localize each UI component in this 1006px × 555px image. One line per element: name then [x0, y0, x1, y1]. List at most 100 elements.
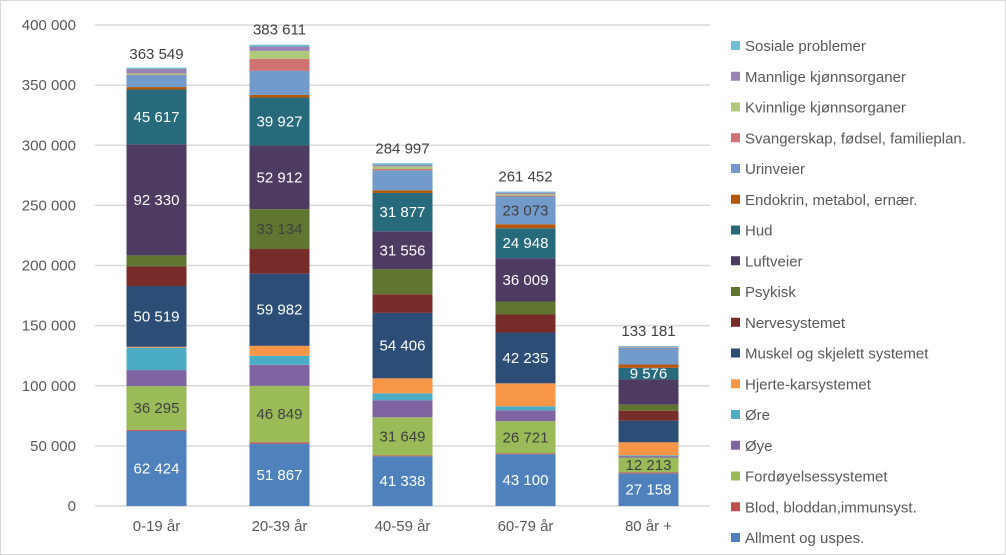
bar-segment: [618, 347, 679, 349]
legend-swatch: [731, 348, 740, 358]
x-tick-label: 40-59 år: [375, 518, 431, 535]
bar-segment: [495, 454, 556, 506]
legend-label: Mannlige kjønnsorganer: [745, 69, 906, 86]
legend-item: Blod, bloddan,immunsyst.: [731, 499, 917, 516]
bar-segment: [495, 191, 556, 193]
total-label: 284 997: [375, 140, 429, 157]
bar-segment: [126, 73, 187, 75]
legend-label: Urinveier: [745, 161, 805, 178]
data-label: 33 134: [257, 221, 303, 238]
bar-segment: [126, 347, 187, 371]
data-label: 42 235: [503, 350, 549, 367]
bar-segment: [249, 273, 310, 346]
total-label: 383 611: [253, 22, 306, 39]
data-label: 59 982: [257, 302, 303, 319]
x-tick-label: 20-39 år: [252, 518, 308, 535]
y-tick-label: 400 000: [22, 17, 76, 34]
legend-item: Allment og uspes.: [731, 530, 864, 547]
legend-item: Nervesystemet: [731, 315, 846, 332]
data-label: 23 073: [503, 202, 549, 219]
data-label: 31 877: [380, 204, 426, 221]
x-tick-label: 80 år +: [625, 518, 672, 535]
data-label: 31 556: [380, 242, 426, 259]
bars: 62 424 36 295 50 519 92 330 45 617 363 549 51 …: [126, 22, 679, 506]
bar-segment: [126, 370, 187, 387]
bar-segment: [618, 456, 679, 458]
legend-item: Psykisk: [731, 284, 796, 301]
bar-segment: [372, 312, 433, 379]
bar-segment: [495, 314, 556, 333]
legend-label: Hud: [745, 223, 773, 240]
legend-label: Kvinnlige kjønnsorganer: [745, 100, 906, 117]
bar-segment: [372, 456, 433, 506]
legend-item: Øre: [731, 407, 770, 424]
bar-segment: [372, 170, 433, 191]
bar-segment: [618, 364, 679, 368]
bar-segment: [495, 196, 556, 225]
bar-segment: [618, 420, 679, 443]
legend-swatch: [731, 287, 740, 296]
bar-segment: [618, 473, 679, 506]
data-label: 27 158: [626, 482, 672, 499]
bar-segment: [249, 44, 310, 47]
legend-item: Luftveier: [731, 253, 803, 270]
y-tick-label: 100 000: [22, 378, 76, 395]
bar-segment: [618, 442, 679, 456]
legend-label: Endokrin, metabol, ernær.: [745, 192, 918, 209]
bar-segment: [372, 231, 433, 270]
y-tick-label: 150 000: [22, 318, 76, 335]
bar-segment: [126, 144, 187, 256]
legend-label: Psykisk: [745, 284, 796, 301]
bar-segment: [249, 385, 310, 443]
legend-swatch: [731, 71, 740, 81]
bar-segment: [372, 163, 433, 166]
legend-swatch: [731, 379, 740, 389]
bar-segment: [249, 249, 310, 274]
data-label: 41 338: [380, 473, 426, 490]
data-label: 62 424: [134, 460, 180, 477]
legend: Sosiale problemer Mannlige kjønnsorganer K…: [731, 38, 966, 547]
bar-segment: [495, 410, 556, 422]
bar-segment: [249, 50, 310, 59]
y-axis: 0 50 000 100 000 150 000 200 000 250 000 300 0…: [22, 17, 76, 515]
y-tick-label: 300 000: [22, 137, 76, 154]
legend-swatch: [731, 471, 740, 481]
legend-swatch: [731, 194, 740, 204]
data-label: 12 213: [626, 457, 672, 474]
bar-segment: [249, 345, 310, 356]
legend-item: Fordøyelsessystemet: [731, 469, 888, 486]
y-tick-label: 350 000: [22, 77, 76, 94]
data-label: 52 912: [257, 169, 303, 186]
bar-segment: [249, 442, 310, 444]
bar-segment: [618, 410, 679, 421]
bar-segment: [372, 400, 433, 418]
total-label: 133 181: [621, 323, 675, 340]
legend-swatch: [731, 317, 740, 327]
bar-segment: [372, 190, 433, 193]
bar-segment: [618, 347, 679, 365]
legend-item: Urinveier: [731, 161, 805, 178]
legend-item: Endokrin, metabol, ernær.: [731, 192, 918, 209]
bar-segment: [618, 379, 679, 405]
legend-item: Øye: [731, 438, 773, 455]
legend-swatch: [731, 102, 740, 112]
legend-label: Hjerte-karsystemet: [745, 376, 872, 393]
bar-segment: [249, 70, 310, 95]
data-label: 54 406: [380, 338, 426, 355]
data-label: 36 009: [503, 272, 549, 289]
bar-segment: [495, 406, 556, 411]
bar-segment: [372, 455, 433, 457]
bar-segment: [495, 421, 556, 454]
data-label: 26 721: [503, 429, 549, 446]
data-label: 39 927: [257, 114, 303, 131]
legend-item: Sosiale problemer: [731, 38, 866, 55]
data-label: 46 849: [257, 406, 303, 423]
legend-swatch: [731, 502, 740, 512]
legend-swatch: [731, 133, 740, 143]
bar-segment: [372, 417, 433, 456]
bar-segment: [126, 429, 187, 431]
legend-item: Mannlige kjønnsorganer: [731, 69, 906, 86]
legend-swatch: [731, 164, 740, 173]
data-label: 31 649: [380, 428, 426, 445]
bar-segment: [249, 46, 310, 51]
